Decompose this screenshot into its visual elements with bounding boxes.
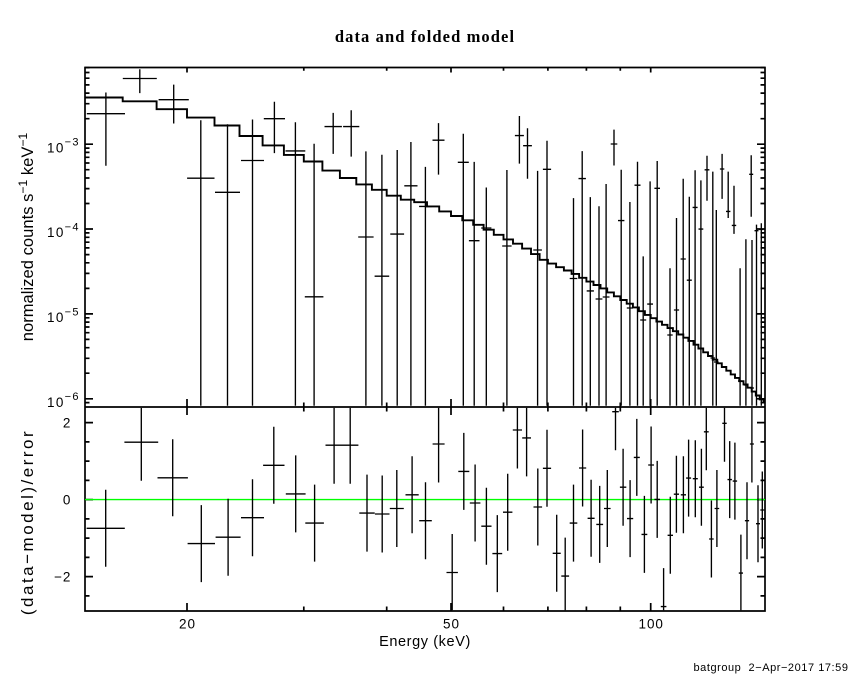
svg-text:50: 50: [443, 617, 460, 632]
svg-text:2: 2: [63, 416, 71, 431]
svg-text:data and folded model: data and folded model: [335, 27, 515, 46]
svg-text:batgroup 2−Apr−2017 17:59: batgroup 2−Apr−2017 17:59: [694, 662, 849, 674]
svg-text:Energy (keV): Energy (keV): [379, 634, 471, 650]
svg-text:(data−model)/error: (data−model)/error: [18, 429, 37, 615]
svg-text:normalized counts s−1 keV−1: normalized counts s−1 keV−1: [16, 132, 37, 341]
svg-text:20: 20: [179, 617, 196, 632]
svg-text:0: 0: [63, 493, 71, 508]
svg-text:−2: −2: [54, 570, 71, 585]
svg-text:100: 100: [639, 617, 664, 632]
